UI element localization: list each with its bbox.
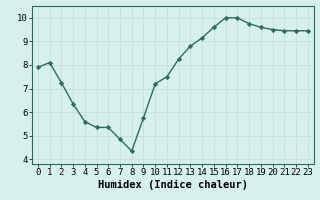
X-axis label: Humidex (Indice chaleur): Humidex (Indice chaleur) — [98, 180, 248, 190]
